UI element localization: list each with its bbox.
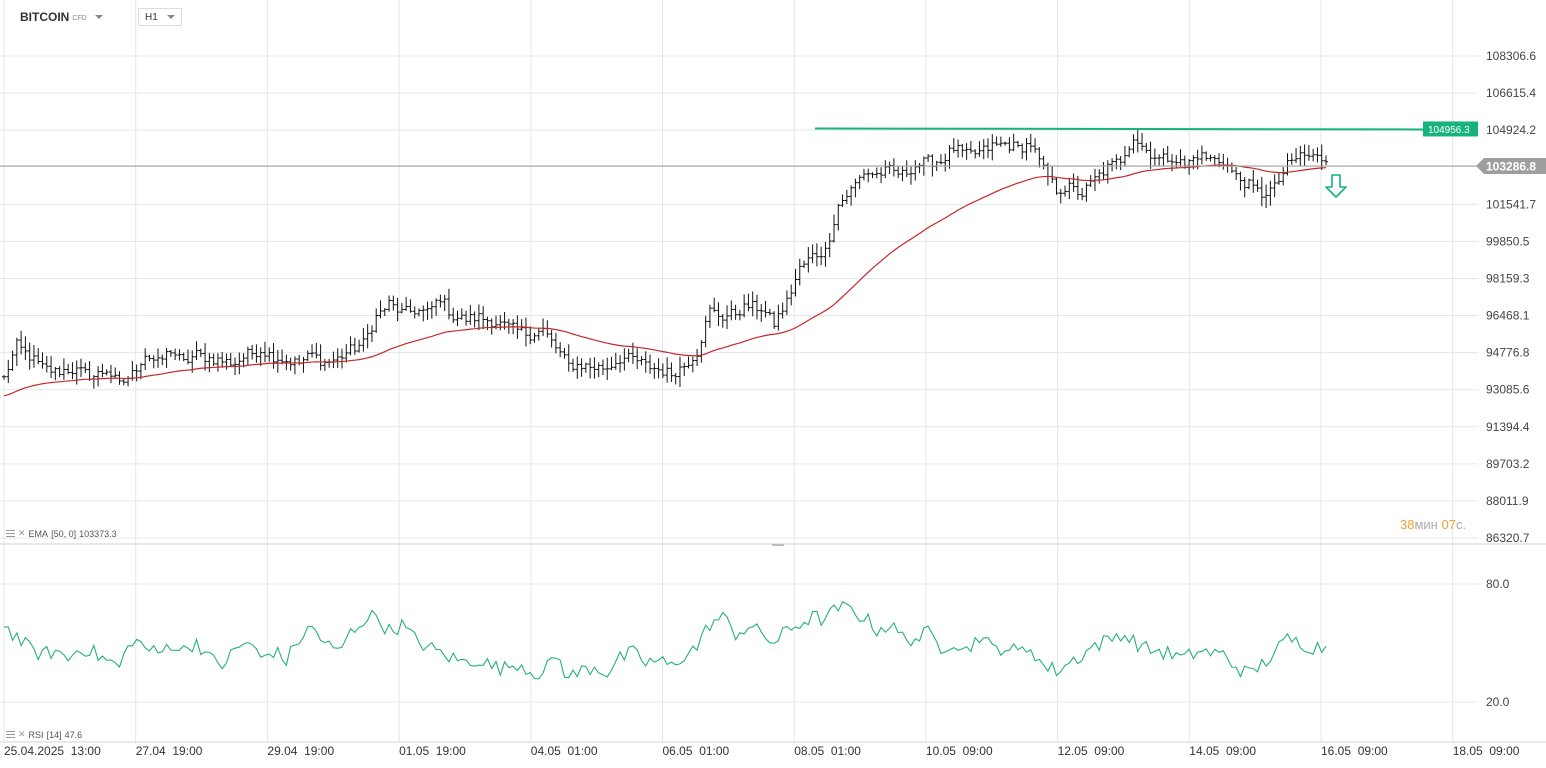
price-axis-tick: 99850.5 xyxy=(1486,234,1530,248)
price-axis-tick: 104924.2 xyxy=(1486,123,1536,137)
countdown-min-unit: мин xyxy=(1414,517,1438,532)
price-axis-tick: 93085.6 xyxy=(1486,383,1530,397)
ema-params: [50, 0] xyxy=(51,528,77,539)
rsi-axis-tick: 80.0 xyxy=(1486,577,1510,591)
countdown-seconds: 07 xyxy=(1441,517,1456,532)
time-axis-tick: 01.05 19:00 xyxy=(399,744,466,758)
instrument-name: BITCOIN xyxy=(20,10,70,24)
rsi-name: RSI xyxy=(28,729,44,740)
price-axis-tick: 96468.1 xyxy=(1486,309,1530,323)
price-axis-tick: 86320.7 xyxy=(1486,531,1530,545)
rsi-line xyxy=(3,601,1327,680)
chevron-down-icon xyxy=(94,15,103,19)
rsi-indicator-label: ✕ RSI [14] 47.6 xyxy=(6,729,82,740)
instrument-selector[interactable]: BITCOIN CFD xyxy=(20,8,103,26)
time-axis-tick: 12.05 09:00 xyxy=(1058,744,1125,758)
close-icon[interactable]: ✕ xyxy=(18,528,26,538)
time-axis-tick: 06.05 01:00 xyxy=(663,744,730,758)
instrument-type: CFD xyxy=(72,14,87,22)
price-axis-tick: 89703.2 xyxy=(1486,457,1530,471)
resistance-line xyxy=(814,127,1424,131)
timeframe-selector[interactable]: H1 xyxy=(138,8,182,26)
close-icon[interactable]: ✕ xyxy=(18,729,26,739)
countdown-sec-unit: с. xyxy=(1455,517,1467,532)
current-price-tag xyxy=(1476,158,1546,175)
level-price-tag xyxy=(1423,121,1478,137)
ema-line xyxy=(3,164,1327,397)
candle-countdown: 38мин 07с. xyxy=(1400,517,1466,532)
time-axis-tick: 27.04 19:00 xyxy=(136,744,203,758)
time-axis-tick: 29.04 19:00 xyxy=(267,744,334,758)
chevron-down-icon xyxy=(167,15,175,19)
pane-resize-handle[interactable] xyxy=(772,544,784,546)
current-price-label: 103286.8 xyxy=(1486,160,1536,174)
price-axis-tick: 98159.3 xyxy=(1486,271,1530,285)
rsi-params: [14] xyxy=(46,729,62,740)
time-axis-tick: 10.05 09:00 xyxy=(926,744,993,758)
price-axis-tick: 88011.9 xyxy=(1486,494,1529,508)
rsi-axis-tick: 20.0 xyxy=(1486,695,1510,709)
time-axis-tick: 18.05 09:00 xyxy=(1453,744,1520,758)
ema-name: EMA xyxy=(28,528,49,539)
arrow-down-icon xyxy=(1325,174,1347,198)
price-axis-tick: 101541.7 xyxy=(1486,197,1536,211)
time-axis-tick: 08.05 01:00 xyxy=(794,744,861,758)
menu-icon[interactable] xyxy=(6,731,15,738)
price-axis-tick: 108306.6 xyxy=(1486,49,1536,63)
time-axis-tick: 14.05 09:00 xyxy=(1189,744,1256,758)
price-axis-tick: 91394.4 xyxy=(1486,420,1530,434)
ema-value: 103373.3 xyxy=(79,528,117,539)
time-axis-tick: 25.04.2025 13:00 xyxy=(4,744,101,758)
countdown-minutes: 38 xyxy=(1400,517,1415,532)
rsi-value: 47.6 xyxy=(64,729,83,740)
timeframe-value: H1 xyxy=(145,11,158,23)
time-axis-tick: 04.05 01:00 xyxy=(531,744,598,758)
price-axis-tick: 94776.8 xyxy=(1486,346,1530,360)
ema-indicator-label: ✕ EMA [50, 0] 103373.3 xyxy=(6,528,117,539)
level-price-label: 104956.3 xyxy=(1428,125,1470,136)
menu-icon[interactable] xyxy=(6,530,15,537)
time-axis-tick: 16.05 09:00 xyxy=(1321,744,1388,758)
price-axis-tick: 106615.4 xyxy=(1486,86,1536,100)
